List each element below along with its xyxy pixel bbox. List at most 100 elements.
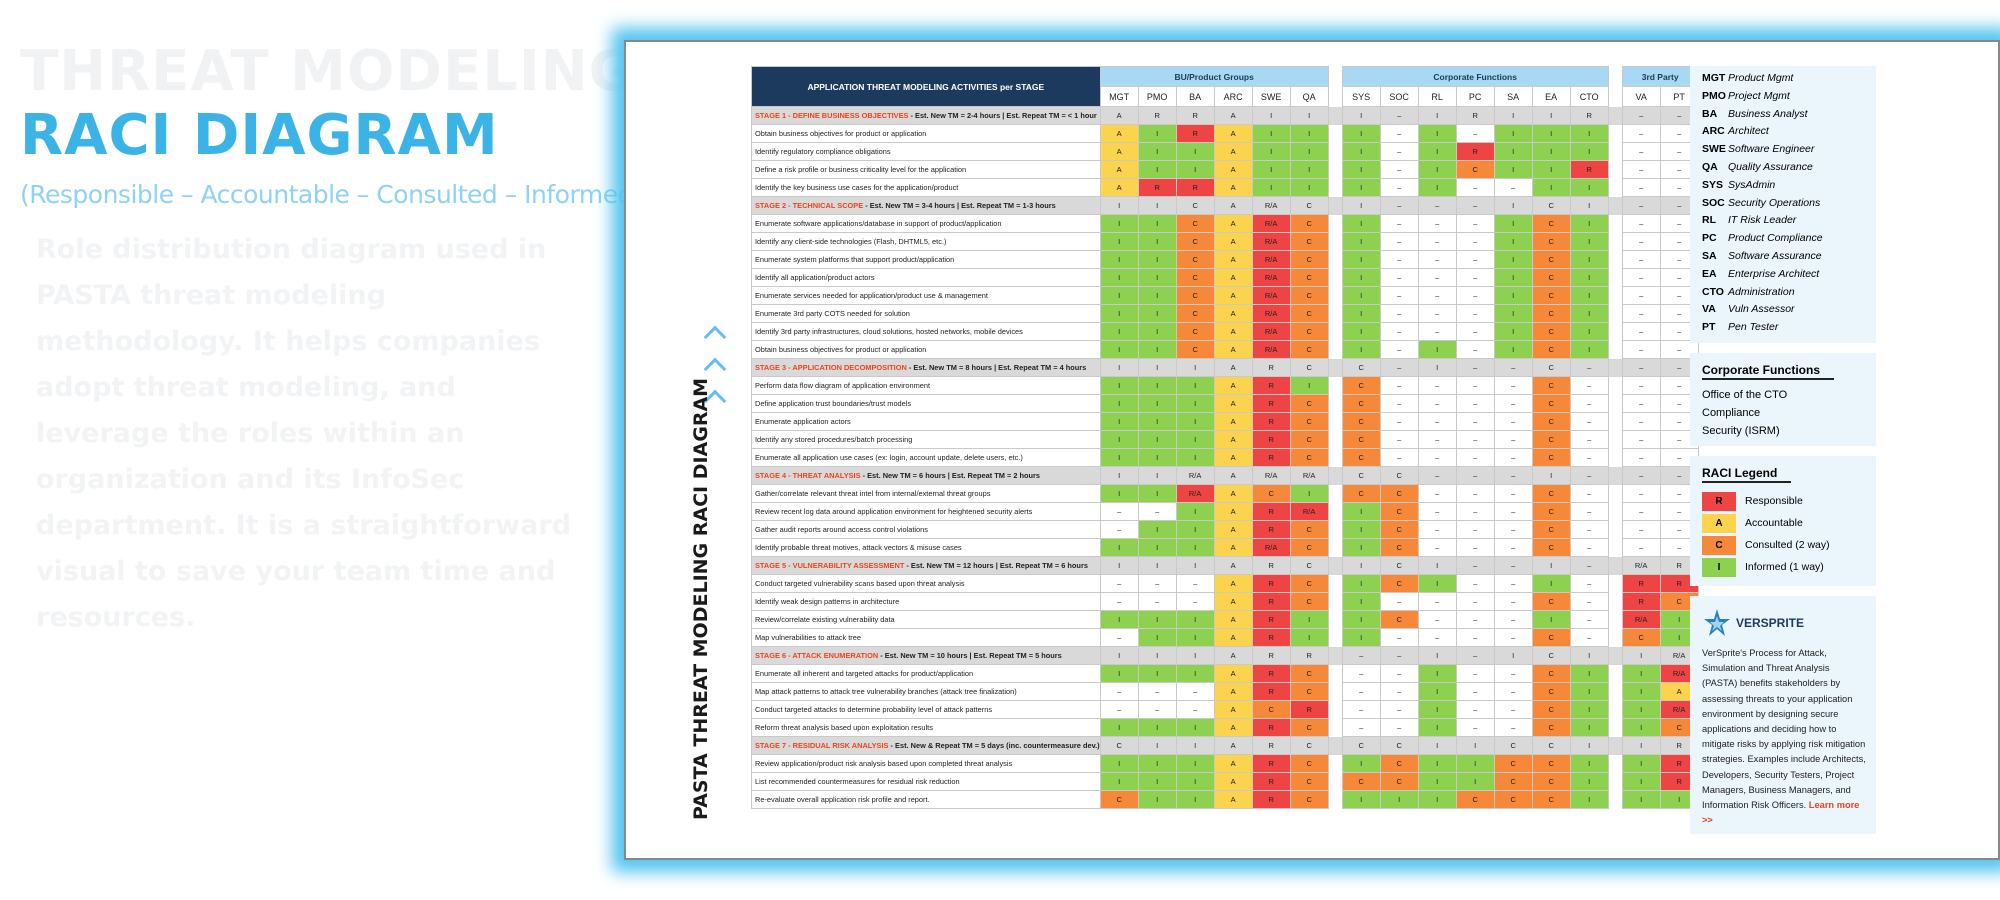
raci-cell: I	[1137, 286, 1177, 305]
raci-cell: I	[1175, 376, 1215, 395]
raci-cell: –	[1493, 502, 1533, 521]
learn-more-link[interactable]: Learn more >>	[1702, 799, 1860, 826]
raci-cell: C	[1341, 358, 1381, 377]
table-gap	[1328, 592, 1343, 611]
raci-cell: A	[1213, 466, 1253, 485]
raci-cell: –	[1379, 718, 1419, 737]
raci-cell: C	[1531, 790, 1571, 809]
raci-cell: I	[1569, 718, 1609, 737]
activity-label: Perform data flow diagram of application…	[751, 376, 1101, 395]
raci-cell: C	[1289, 214, 1329, 233]
raci-cell: A	[1213, 538, 1253, 557]
raci-cell: I	[1341, 610, 1381, 629]
table-gap	[1608, 736, 1623, 755]
raci-cell: I	[1417, 124, 1457, 143]
raci-cell: –	[1341, 664, 1381, 683]
column-header: QA	[1289, 86, 1329, 107]
raci-cell: I	[1175, 394, 1215, 413]
raci-cell: C	[1493, 754, 1533, 773]
raci-cell: –	[1175, 592, 1215, 611]
raci-cell: R	[1251, 754, 1291, 773]
table-gap	[1608, 214, 1623, 233]
raci-cell: A	[1213, 124, 1253, 143]
activity-label: Enumerate application actors	[751, 412, 1101, 431]
role-code: EA	[1702, 267, 1717, 280]
raci-cell: C	[1289, 286, 1329, 305]
table-gap	[1328, 772, 1343, 791]
raci-cell: R	[1251, 412, 1291, 431]
raci-cell: C	[1289, 574, 1329, 593]
raci-cell: –	[1379, 448, 1419, 467]
table-gap	[1328, 304, 1343, 323]
raci-cell: –	[1379, 160, 1419, 179]
raci-cell: C	[1341, 466, 1381, 485]
raci-cell: –	[1659, 268, 1699, 287]
raci-cell: C	[1175, 340, 1215, 359]
role-name: Business Analyst	[1728, 107, 1808, 120]
raci-cell: –	[1493, 574, 1533, 593]
raci-cell: –	[1379, 646, 1419, 665]
table-gap	[1328, 754, 1343, 773]
raci-cell: –	[1569, 466, 1609, 485]
raci-cell: I	[1099, 304, 1139, 323]
raci-cell: R	[1251, 628, 1291, 647]
raci-cell: I	[1493, 646, 1533, 665]
raci-cell: R/A	[1251, 340, 1291, 359]
table-group-header: 3rd Party	[1621, 66, 1699, 87]
activity-row: Re-evaluate overall application risk pro…	[751, 790, 1699, 809]
raci-cell: I	[1289, 142, 1329, 161]
raci-cell: –	[1621, 322, 1661, 341]
raci-cell: –	[1621, 232, 1661, 251]
raci-cell: I	[1569, 772, 1609, 791]
raci-cell: –	[1621, 250, 1661, 269]
raci-cell: I	[1417, 556, 1457, 575]
activity-label: Identify 3rd party infrastructures, clou…	[751, 322, 1101, 341]
table-gap	[1608, 538, 1623, 557]
raci-cell: C	[1289, 412, 1329, 431]
raci-cell: C	[1379, 466, 1419, 485]
raci-cell: R/A	[1621, 556, 1661, 575]
role-entry: SOC Security Operations	[1702, 195, 1866, 213]
raci-cell: I	[1379, 790, 1419, 809]
activity-label: Enumerate services needed for applicatio…	[751, 286, 1101, 305]
table-gap	[1608, 484, 1623, 503]
raci-cell: –	[1659, 466, 1699, 485]
raci-cell: –	[1417, 592, 1457, 611]
raci-cell: A	[1213, 520, 1253, 539]
raci-cell: –	[1417, 196, 1457, 215]
raci-cell: I	[1175, 736, 1215, 755]
raci-cell: I	[1137, 448, 1177, 467]
table-gap	[1328, 286, 1343, 305]
table-gap	[1608, 628, 1623, 647]
role-entry: PMO Project Mgmt	[1702, 88, 1866, 106]
table-gap	[1328, 214, 1343, 233]
raci-cell: C	[1099, 736, 1139, 755]
raci-cell: I	[1417, 358, 1457, 377]
table-gap	[1328, 376, 1343, 395]
raci-cell: I	[1099, 286, 1139, 305]
raci-cell: I	[1137, 160, 1177, 179]
raci-cell: R	[1251, 736, 1291, 755]
raci-cell: –	[1379, 250, 1419, 269]
corporate-panel: Corporate Functions Office of the CTO Co…	[1690, 352, 1876, 446]
raci-cell: –	[1379, 214, 1419, 233]
raci-cell: R/A	[1659, 700, 1699, 719]
raci-cell: –	[1621, 502, 1661, 521]
raci-cell: R	[1251, 646, 1291, 665]
raci-cell: C	[1531, 772, 1571, 791]
raci-cell: I	[1417, 106, 1457, 125]
raci-cell: R	[1289, 646, 1329, 665]
raci-cell: I	[1531, 556, 1571, 575]
raci-cell: I	[1099, 340, 1139, 359]
activity-label: Identify all application/product actors	[751, 268, 1101, 287]
raci-cell: –	[1379, 124, 1419, 143]
raci-cell: –	[1379, 412, 1419, 431]
raci-cell: I	[1493, 232, 1533, 251]
role-name: Enterprise Architect	[1728, 267, 1820, 280]
raci-cell: I	[1341, 574, 1381, 593]
raci-cell: C	[1531, 250, 1571, 269]
raci-cell: I	[1493, 304, 1533, 323]
table-gap	[1328, 574, 1343, 593]
raci-cell: –	[1569, 610, 1609, 629]
raci-cell: I	[1099, 754, 1139, 773]
